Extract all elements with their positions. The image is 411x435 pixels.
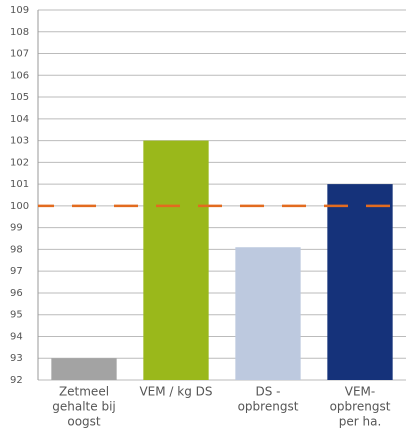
y-tick-label: 109 xyxy=(10,5,29,16)
x-tick-label: oogst xyxy=(67,415,101,429)
y-tick-label: 108 xyxy=(10,27,29,38)
y-tick-label: 107 xyxy=(10,49,29,60)
bar xyxy=(51,358,117,380)
y-tick-label: 101 xyxy=(10,179,29,190)
x-tick-label: opbrengst xyxy=(330,400,391,414)
x-tick-label: gehalte bij xyxy=(52,400,115,414)
y-tick-label: 99 xyxy=(10,223,23,234)
x-tick-label: Zetmeel xyxy=(59,385,109,399)
y-tick-label: 102 xyxy=(10,157,29,168)
y-tick-label: 98 xyxy=(10,244,23,255)
x-tick-label: VEM / kg DS xyxy=(139,385,212,399)
y-tick-label: 100 xyxy=(10,201,29,212)
y-tick-label: 103 xyxy=(10,136,29,147)
x-tick-label: per ha. xyxy=(339,415,382,429)
bar xyxy=(327,184,393,380)
x-tick-label: VEM- xyxy=(345,385,375,399)
y-tick-label: 95 xyxy=(10,310,23,321)
y-tick-label: 104 xyxy=(10,114,29,125)
x-tick-label: opbrengst xyxy=(238,400,299,414)
x-tick-label: DS - xyxy=(255,385,280,399)
y-tick-label: 92 xyxy=(10,375,23,386)
bar xyxy=(143,140,209,380)
y-tick-label: 97 xyxy=(10,266,23,277)
y-tick-label: 94 xyxy=(10,331,23,342)
y-tick-label: 105 xyxy=(10,92,29,103)
bar xyxy=(235,247,301,380)
y-tick-label: 93 xyxy=(10,353,23,364)
y-tick-label: 96 xyxy=(10,288,23,299)
y-tick-label: 106 xyxy=(10,70,29,81)
